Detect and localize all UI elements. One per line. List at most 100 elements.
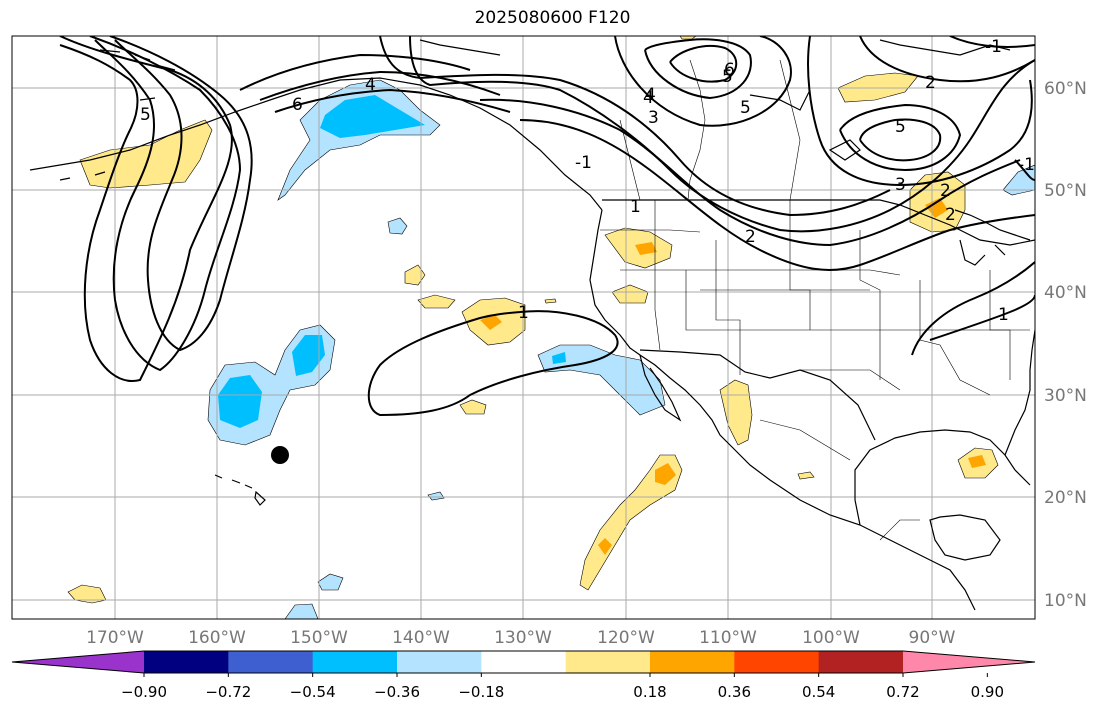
contour-label: 3 bbox=[648, 108, 659, 128]
positive-core-offshore bbox=[480, 315, 502, 330]
negative-core-baja bbox=[552, 352, 566, 364]
colorbar-segment bbox=[397, 651, 482, 673]
lon-label: 160°W bbox=[188, 628, 246, 648]
contour-label: 4 bbox=[643, 88, 654, 108]
negative-core-gulf-of-alaska bbox=[320, 95, 425, 138]
contour-label: 1 bbox=[630, 197, 641, 217]
hawaii-islands bbox=[214, 474, 266, 506]
negative-area-baja bbox=[537, 344, 666, 416]
positive-blob-3 bbox=[459, 399, 487, 415]
lat-label: 60°N bbox=[1044, 79, 1087, 99]
gulf-coast bbox=[854, 429, 1031, 526]
colorbar-tick-label: −0.90 bbox=[121, 683, 167, 701]
positive-area-east-pacific bbox=[579, 454, 683, 591]
colorbar-tick-label: −0.54 bbox=[290, 683, 336, 701]
contour-high-inner-2 bbox=[669, 44, 738, 83]
colorbar-segment bbox=[312, 651, 398, 673]
contour-label: 1 bbox=[518, 303, 529, 323]
height-anomaly-contours bbox=[59, 36, 1035, 417]
latitude-labels: 60°N 50°N 40°N 30°N 20°N 10°N bbox=[1044, 79, 1087, 611]
contour-high-inner-1 bbox=[644, 38, 752, 100]
contour-trough-4 bbox=[239, 53, 471, 91]
contour-high-outer bbox=[614, 36, 792, 127]
lat-label: 30°N bbox=[1044, 386, 1087, 406]
positive-core-east-pacific-2 bbox=[598, 538, 612, 555]
lat-label: 20°N bbox=[1044, 488, 1087, 508]
lon-label: 170°W bbox=[86, 628, 144, 648]
west-coast-usa bbox=[589, 209, 976, 611]
baja-peninsula bbox=[639, 354, 682, 422]
negative-blob-1 bbox=[387, 217, 408, 235]
lon-label: 100°W bbox=[802, 628, 860, 648]
contour-label: 5 bbox=[895, 117, 906, 137]
colorbar-segment bbox=[650, 651, 735, 673]
positive-area-california bbox=[611, 284, 649, 304]
contour-label: 5 bbox=[740, 98, 751, 118]
great-lakes bbox=[954, 209, 1031, 266]
contour-north-4 bbox=[519, 119, 1035, 271]
colorbar-extend-high bbox=[903, 651, 1035, 673]
contour-trough-1 bbox=[59, 36, 233, 382]
lat-label: 40°N bbox=[1044, 283, 1087, 303]
negative-blob-2 bbox=[317, 573, 344, 591]
lat-label: 10°N bbox=[1044, 591, 1087, 611]
colorbar-segment bbox=[818, 651, 904, 673]
contour-label: 5 bbox=[722, 67, 733, 87]
negative-blob-4 bbox=[427, 491, 445, 501]
colorbar-tick-label: 0.36 bbox=[718, 683, 751, 701]
colorbar: −0.90 −0.72 −0.54 −0.36 −0.18 0.18 0.36 0.54 0.7… bbox=[11, 650, 1036, 701]
colorbar-tick-label: 0.72 bbox=[886, 683, 919, 701]
positive-blob-4 bbox=[544, 298, 557, 304]
contour-trough-2 bbox=[89, 36, 242, 372]
contour-label: 4 bbox=[645, 85, 656, 105]
contour-east-high-2 bbox=[839, 103, 962, 172]
colorbar-tick-label: −0.72 bbox=[205, 683, 251, 701]
lon-label: 120°W bbox=[597, 628, 655, 648]
colorbar-extend-low bbox=[12, 651, 144, 673]
colorbar-segment bbox=[734, 651, 820, 673]
colorbar-segment bbox=[228, 651, 314, 673]
colorbar-tick-label: −0.18 bbox=[458, 683, 504, 701]
contour-subtropical-low bbox=[367, 310, 619, 417]
longitude-labels: 170°W 160°W 150°W 140°W 130°W 120°W 110°… bbox=[86, 628, 956, 648]
contour-trough-6 bbox=[274, 88, 511, 113]
lon-label: 140°W bbox=[392, 628, 450, 648]
positive-core-east-pacific-1 bbox=[655, 463, 676, 485]
contour-east-arc bbox=[859, 36, 1035, 83]
positive-core-pacific-nw bbox=[635, 242, 657, 255]
usa-mexico-border bbox=[639, 349, 876, 441]
alaska-coastline bbox=[29, 77, 603, 211]
colorbar-segment bbox=[144, 651, 229, 673]
contour-label: 2 bbox=[745, 227, 756, 247]
contour-label: -1 bbox=[575, 153, 592, 173]
contour-label: 4 bbox=[365, 75, 376, 95]
contour-label: -1 bbox=[1018, 155, 1035, 175]
contour-trough-3 bbox=[109, 36, 253, 352]
contour-far-east bbox=[1014, 159, 1035, 181]
lon-label: 130°W bbox=[494, 628, 552, 648]
florida-and-east-coast bbox=[1004, 329, 1035, 456]
contour-east-coast bbox=[911, 261, 1035, 356]
map-panel: 5 6 4 1 1 -1 1 2 5 4 3 6 5 3 2 2 -1 5 4 … bbox=[12, 36, 1035, 619]
contour-east-high-1 bbox=[807, 36, 1033, 187]
yucatan bbox=[929, 514, 1001, 561]
colorbar-tick-label: −0.36 bbox=[374, 683, 420, 701]
positive-core-gulf-of-mexico bbox=[968, 455, 986, 468]
gridlines bbox=[12, 36, 1035, 619]
contour-east-high-3 bbox=[859, 118, 942, 162]
positive-blob-2 bbox=[417, 294, 456, 309]
contour-east-top bbox=[949, 36, 1035, 48]
map-title: 2025080600 F120 bbox=[474, 8, 631, 28]
contour-label: 6 bbox=[724, 60, 735, 80]
contour-north-3 bbox=[479, 98, 1021, 247]
colorbar-tick-label: 0.90 bbox=[971, 683, 1004, 701]
negative-core-central-pacific-1 bbox=[218, 375, 262, 428]
contour-label: 2 bbox=[940, 181, 951, 201]
contour-label: 3 bbox=[895, 175, 906, 195]
colorbar-segment bbox=[565, 651, 651, 673]
contour-label: 2 bbox=[925, 73, 936, 93]
lon-label: 110°W bbox=[699, 628, 757, 648]
contour-north-2 bbox=[379, 36, 891, 217]
positive-blob-6 bbox=[797, 471, 815, 480]
